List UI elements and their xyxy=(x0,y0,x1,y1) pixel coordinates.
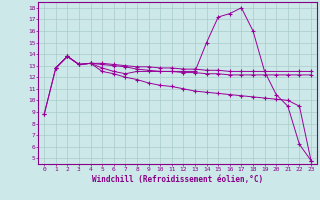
X-axis label: Windchill (Refroidissement éolien,°C): Windchill (Refroidissement éolien,°C) xyxy=(92,175,263,184)
